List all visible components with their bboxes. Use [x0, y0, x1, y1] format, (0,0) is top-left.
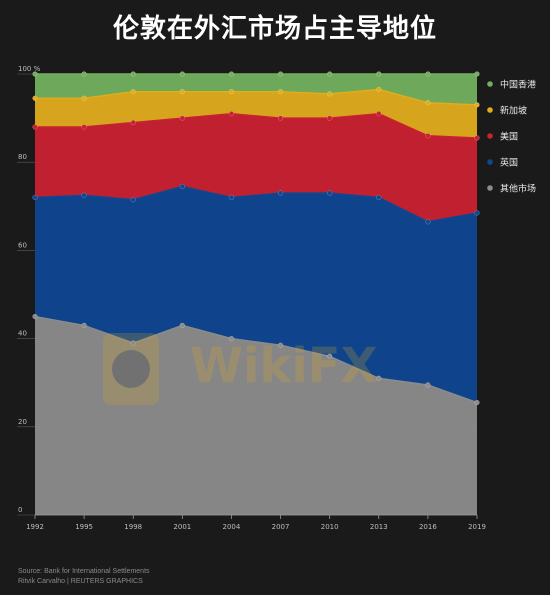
legend-swatch-美国 [487, 133, 493, 139]
legend-swatch-其他市场 [487, 185, 493, 191]
data-point-英国 [474, 210, 480, 216]
x-tick-label: 2019 [468, 523, 486, 531]
data-point-英国 [327, 190, 333, 196]
data-point-其他市场 [425, 382, 431, 388]
area-其他市场 [35, 316, 477, 515]
x-tick-label: 2010 [321, 523, 339, 531]
area-中国香港 [35, 74, 477, 105]
data-point-新加坡 [425, 100, 431, 106]
area-美国 [35, 113, 477, 222]
legend-label: 其他市场 [500, 183, 536, 195]
data-point-英国 [277, 190, 284, 196]
data-point-新加坡 [81, 95, 87, 101]
x-tick-label: 2016 [419, 523, 437, 531]
data-point-中国香港 [376, 71, 382, 77]
x-tick-label: 1998 [124, 523, 142, 531]
data-point-新加坡 [32, 95, 38, 101]
y-tick-label: 60 [18, 241, 27, 249]
data-point-中国香港 [81, 71, 87, 77]
data-point-新加坡 [130, 88, 136, 95]
watermark-eagle-icon [112, 350, 150, 388]
data-point-新加坡 [474, 102, 480, 108]
data-point-中国香港 [179, 71, 185, 77]
data-point-其他市场 [32, 313, 38, 320]
data-point-其他市场 [81, 322, 87, 329]
data-point-中国香港 [130, 71, 136, 77]
data-point-美国 [376, 111, 382, 117]
data-point-新加坡 [376, 86, 382, 93]
legend-label: 英国 [500, 157, 518, 169]
x-tick-label: 2001 [173, 523, 191, 531]
x-tick-label: 2013 [370, 523, 388, 531]
y-tick-label: 20 [18, 418, 27, 426]
legend-label: 美国 [500, 131, 518, 143]
data-point-美国 [179, 115, 185, 121]
data-point-英国 [130, 197, 136, 203]
credit-text: Ritvik Carvalho | REUTERS GRAPHICS [18, 578, 143, 585]
data-point-中国香港 [425, 71, 431, 77]
data-point-其他市场 [179, 322, 185, 329]
data-point-美国 [32, 124, 38, 130]
data-point-英国 [425, 219, 431, 225]
y-tick-label: 0 [18, 506, 22, 514]
legend-swatch-新加坡 [487, 107, 493, 113]
data-point-新加坡 [327, 91, 333, 97]
area-英国 [35, 186, 477, 403]
series-line-新加坡 [35, 88, 478, 106]
data-point-美国 [277, 115, 284, 121]
data-point-其他市场 [474, 399, 480, 406]
legend-swatch-中国香港 [487, 81, 493, 87]
data-point-美国 [130, 119, 136, 126]
data-point-英国 [81, 192, 87, 198]
legend-label: 中国香港 [500, 79, 536, 91]
y-tick-label: 40 [18, 330, 27, 338]
axis-layer: 100 % 80 60 40 20 0 1992 1995 1998 2001 2004 2007 20… [18, 65, 486, 531]
data-point-美国 [228, 111, 235, 117]
data-point-其他市场 [130, 340, 136, 346]
data-point-美国 [474, 135, 480, 141]
source-note: Source: Bank for International Settlemen… [18, 567, 150, 587]
data-point-新加坡 [277, 88, 284, 95]
x-tick-label: 2007 [272, 523, 290, 531]
area-layer [35, 74, 477, 515]
watermark-shield-icon [103, 333, 159, 405]
area-新加坡 [35, 89, 477, 138]
data-point-中国香港 [474, 71, 480, 77]
data-point-中国香港 [327, 71, 333, 77]
data-point-中国香港 [32, 71, 38, 77]
data-point-其他市场 [327, 353, 333, 359]
data-point-中国香港 [277, 71, 284, 77]
data-point-新加坡 [228, 88, 235, 95]
data-point-其他市场 [277, 342, 284, 348]
data-point-美国 [81, 124, 87, 130]
line-layer [34, 73, 478, 404]
y-tick-label: 100 % [18, 65, 41, 73]
data-point-英国 [376, 194, 382, 201]
data-point-英国 [32, 194, 38, 201]
series-line-其他市场 [34, 315, 478, 404]
x-tick-label: 1995 [75, 523, 93, 531]
data-point-其他市场 [376, 375, 382, 381]
y-tick-label: 80 [18, 153, 27, 161]
x-tick-label: 1992 [26, 523, 44, 531]
series-line-美国 [35, 112, 478, 139]
x-tick-label: 2004 [223, 523, 241, 531]
data-point-英国 [228, 194, 235, 201]
source-text: Source: Bank for International Settlemen… [18, 568, 150, 575]
data-point-中国香港 [228, 71, 235, 77]
data-point-美国 [327, 115, 333, 121]
data-point-美国 [425, 133, 431, 139]
chart-title: 伦敦在外汇市场占主导地位 [112, 14, 437, 44]
data-point-新加坡 [179, 88, 185, 95]
watermark-logo: WikiFX [103, 333, 378, 405]
series-line-英国 [34, 185, 478, 223]
legend-swatch-英国 [487, 159, 493, 165]
data-point-其他市场 [228, 335, 235, 342]
watermark-text: WikiFX [190, 338, 378, 394]
point-layer [32, 71, 480, 406]
legend-label: 新加坡 [500, 105, 527, 117]
data-point-英国 [179, 183, 185, 190]
